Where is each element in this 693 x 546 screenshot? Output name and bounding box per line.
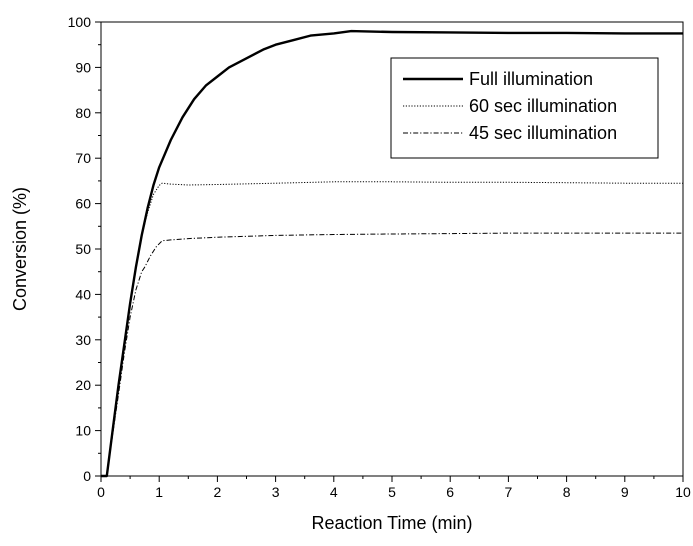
y-tick-label: 0 xyxy=(83,468,91,484)
y-tick-label: 100 xyxy=(68,14,92,30)
x-axis: 0 1 2 3 4 5 6 7 8 9 10 xyxy=(97,476,691,500)
y-tick-label: 40 xyxy=(75,286,91,302)
x-tick-label: 7 xyxy=(505,484,513,500)
x-tick-label: 10 xyxy=(675,484,691,500)
series-line xyxy=(101,232,683,477)
x-tick-label: 1 xyxy=(155,484,163,500)
legend-label: Full illumination xyxy=(469,69,593,89)
y-tick-label: 20 xyxy=(75,377,91,393)
y-tick-label: 10 xyxy=(75,423,91,439)
y-tick-label: 60 xyxy=(75,196,91,212)
x-tick-label: 6 xyxy=(446,484,454,500)
x-tick-label: 0 xyxy=(97,484,105,500)
series-layer xyxy=(101,29,683,478)
x-tick-label: 2 xyxy=(214,484,222,500)
x-tick-label: 8 xyxy=(563,484,571,500)
legend-label: 45 sec illumination xyxy=(469,123,617,143)
x-tick-label: 3 xyxy=(272,484,280,500)
x-tick-label: 5 xyxy=(388,484,396,500)
y-tick-label: 70 xyxy=(75,150,91,166)
x-tick-label: 4 xyxy=(330,484,338,500)
y-tick-label: 50 xyxy=(75,241,91,257)
y-tick-label: 30 xyxy=(75,332,91,348)
y-axis-title: Conversion (%) xyxy=(10,187,30,311)
legend: Full illumination 60 sec illumination 45 s… xyxy=(390,57,659,159)
y-tick-label: 80 xyxy=(75,105,91,121)
x-tick-label: 9 xyxy=(621,484,629,500)
y-axis: 0 10 20 30 40 50 60 70 80 90 100 xyxy=(68,14,101,484)
y-tick-label: 90 xyxy=(75,59,91,75)
legend-box xyxy=(390,57,659,159)
x-axis-title: Reaction Time (min) xyxy=(311,513,472,533)
legend-label: 60 sec illumination xyxy=(469,96,617,116)
series-line xyxy=(101,181,683,477)
